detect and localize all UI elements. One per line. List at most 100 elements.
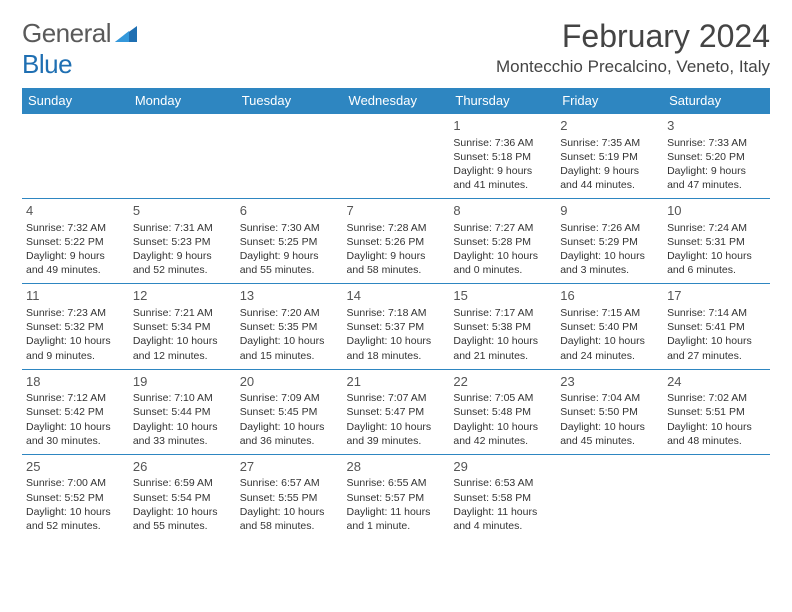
day-number: 4 — [26, 202, 125, 220]
calendar-cell: 17Sunrise: 7:14 AMSunset: 5:41 PMDayligh… — [663, 284, 770, 369]
daylight-text: Daylight: 10 hours — [240, 334, 339, 348]
month-title: February 2024 — [496, 18, 770, 55]
daylight-text: Daylight: 10 hours — [560, 420, 659, 434]
daylight-text: Daylight: 10 hours — [667, 249, 766, 263]
header: General Blue February 2024 Montecchio Pr… — [22, 18, 770, 80]
daylight-text: and 33 minutes. — [133, 434, 232, 448]
sunset-text: Sunset: 5:19 PM — [560, 150, 659, 164]
calendar-cell: 21Sunrise: 7:07 AMSunset: 5:47 PMDayligh… — [343, 369, 450, 454]
sunrise-text: Sunrise: 7:02 AM — [667, 391, 766, 405]
daylight-text: Daylight: 10 hours — [560, 249, 659, 263]
brand-triangle-icon — [115, 18, 137, 48]
daylight-text: and 52 minutes. — [26, 519, 125, 533]
calendar-week: 1Sunrise: 7:36 AMSunset: 5:18 PMDaylight… — [22, 114, 770, 199]
sunset-text: Sunset: 5:18 PM — [453, 150, 552, 164]
sunrise-text: Sunrise: 7:09 AM — [240, 391, 339, 405]
daylight-text: and 44 minutes. — [560, 178, 659, 192]
sunrise-text: Sunrise: 7:32 AM — [26, 221, 125, 235]
calendar-cell: 25Sunrise: 7:00 AMSunset: 5:52 PMDayligh… — [22, 454, 129, 539]
sunrise-text: Sunrise: 6:57 AM — [240, 476, 339, 490]
daylight-text: and 6 minutes. — [667, 263, 766, 277]
daylight-text: and 48 minutes. — [667, 434, 766, 448]
day-number: 15 — [453, 287, 552, 305]
daylight-text: and 47 minutes. — [667, 178, 766, 192]
calendar-cell: 15Sunrise: 7:17 AMSunset: 5:38 PMDayligh… — [449, 284, 556, 369]
sunset-text: Sunset: 5:35 PM — [240, 320, 339, 334]
daylight-text: Daylight: 9 hours — [453, 164, 552, 178]
daylight-text: Daylight: 11 hours — [453, 505, 552, 519]
calendar-cell — [343, 114, 450, 199]
day-number: 7 — [347, 202, 446, 220]
calendar-cell: 3Sunrise: 7:33 AMSunset: 5:20 PMDaylight… — [663, 114, 770, 199]
daylight-text: and 15 minutes. — [240, 349, 339, 363]
day-header: Saturday — [663, 88, 770, 114]
daylight-text: Daylight: 10 hours — [133, 334, 232, 348]
sunrise-text: Sunrise: 7:24 AM — [667, 221, 766, 235]
daylight-text: Daylight: 10 hours — [26, 505, 125, 519]
calendar-cell: 12Sunrise: 7:21 AMSunset: 5:34 PMDayligh… — [129, 284, 236, 369]
day-header: Monday — [129, 88, 236, 114]
sunrise-text: Sunrise: 7:23 AM — [26, 306, 125, 320]
calendar-cell: 14Sunrise: 7:18 AMSunset: 5:37 PMDayligh… — [343, 284, 450, 369]
calendar-cell: 1Sunrise: 7:36 AMSunset: 5:18 PMDaylight… — [449, 114, 556, 199]
calendar-cell — [236, 114, 343, 199]
sunset-text: Sunset: 5:37 PM — [347, 320, 446, 334]
day-number: 16 — [560, 287, 659, 305]
calendar-cell: 10Sunrise: 7:24 AMSunset: 5:31 PMDayligh… — [663, 199, 770, 284]
sunrise-text: Sunrise: 7:17 AM — [453, 306, 552, 320]
brand-text: General Blue — [22, 18, 137, 80]
sunset-text: Sunset: 5:32 PM — [26, 320, 125, 334]
sunrise-text: Sunrise: 7:20 AM — [240, 306, 339, 320]
daylight-text: and 58 minutes. — [240, 519, 339, 533]
sunrise-text: Sunrise: 7:07 AM — [347, 391, 446, 405]
sunset-text: Sunset: 5:23 PM — [133, 235, 232, 249]
sunset-text: Sunset: 5:57 PM — [347, 491, 446, 505]
calendar-cell: 27Sunrise: 6:57 AMSunset: 5:55 PMDayligh… — [236, 454, 343, 539]
day-number: 3 — [667, 117, 766, 135]
daylight-text: and 30 minutes. — [26, 434, 125, 448]
day-header: Tuesday — [236, 88, 343, 114]
day-number: 14 — [347, 287, 446, 305]
daylight-text: and 4 minutes. — [453, 519, 552, 533]
calendar-body: 1Sunrise: 7:36 AMSunset: 5:18 PMDaylight… — [22, 114, 770, 540]
day-number: 11 — [26, 287, 125, 305]
daylight-text: Daylight: 10 hours — [667, 420, 766, 434]
calendar-cell: 29Sunrise: 6:53 AMSunset: 5:58 PMDayligh… — [449, 454, 556, 539]
sunrise-text: Sunrise: 7:12 AM — [26, 391, 125, 405]
sunrise-text: Sunrise: 7:28 AM — [347, 221, 446, 235]
daylight-text: Daylight: 10 hours — [26, 334, 125, 348]
calendar-cell: 7Sunrise: 7:28 AMSunset: 5:26 PMDaylight… — [343, 199, 450, 284]
day-number: 19 — [133, 373, 232, 391]
day-number: 28 — [347, 458, 446, 476]
sunset-text: Sunset: 5:55 PM — [240, 491, 339, 505]
sunrise-text: Sunrise: 7:35 AM — [560, 136, 659, 150]
daylight-text: and 21 minutes. — [453, 349, 552, 363]
sunrise-text: Sunrise: 7:10 AM — [133, 391, 232, 405]
sunset-text: Sunset: 5:54 PM — [133, 491, 232, 505]
daylight-text: and 18 minutes. — [347, 349, 446, 363]
sunset-text: Sunset: 5:26 PM — [347, 235, 446, 249]
sunset-text: Sunset: 5:41 PM — [667, 320, 766, 334]
day-number: 21 — [347, 373, 446, 391]
day-number: 9 — [560, 202, 659, 220]
calendar-cell: 23Sunrise: 7:04 AMSunset: 5:50 PMDayligh… — [556, 369, 663, 454]
sunset-text: Sunset: 5:42 PM — [26, 405, 125, 419]
calendar-cell: 16Sunrise: 7:15 AMSunset: 5:40 PMDayligh… — [556, 284, 663, 369]
daylight-text: and 58 minutes. — [347, 263, 446, 277]
sunset-text: Sunset: 5:31 PM — [667, 235, 766, 249]
sunrise-text: Sunrise: 7:14 AM — [667, 306, 766, 320]
calendar-cell — [663, 454, 770, 539]
sunrise-text: Sunrise: 6:59 AM — [133, 476, 232, 490]
daylight-text: and 55 minutes. — [133, 519, 232, 533]
day-number: 25 — [26, 458, 125, 476]
calendar-cell: 6Sunrise: 7:30 AMSunset: 5:25 PMDaylight… — [236, 199, 343, 284]
daylight-text: and 3 minutes. — [560, 263, 659, 277]
sunset-text: Sunset: 5:29 PM — [560, 235, 659, 249]
sunset-text: Sunset: 5:58 PM — [453, 491, 552, 505]
day-number: 5 — [133, 202, 232, 220]
day-number: 13 — [240, 287, 339, 305]
sunrise-text: Sunrise: 7:21 AM — [133, 306, 232, 320]
day-header: Friday — [556, 88, 663, 114]
sunset-text: Sunset: 5:22 PM — [26, 235, 125, 249]
sunset-text: Sunset: 5:28 PM — [453, 235, 552, 249]
